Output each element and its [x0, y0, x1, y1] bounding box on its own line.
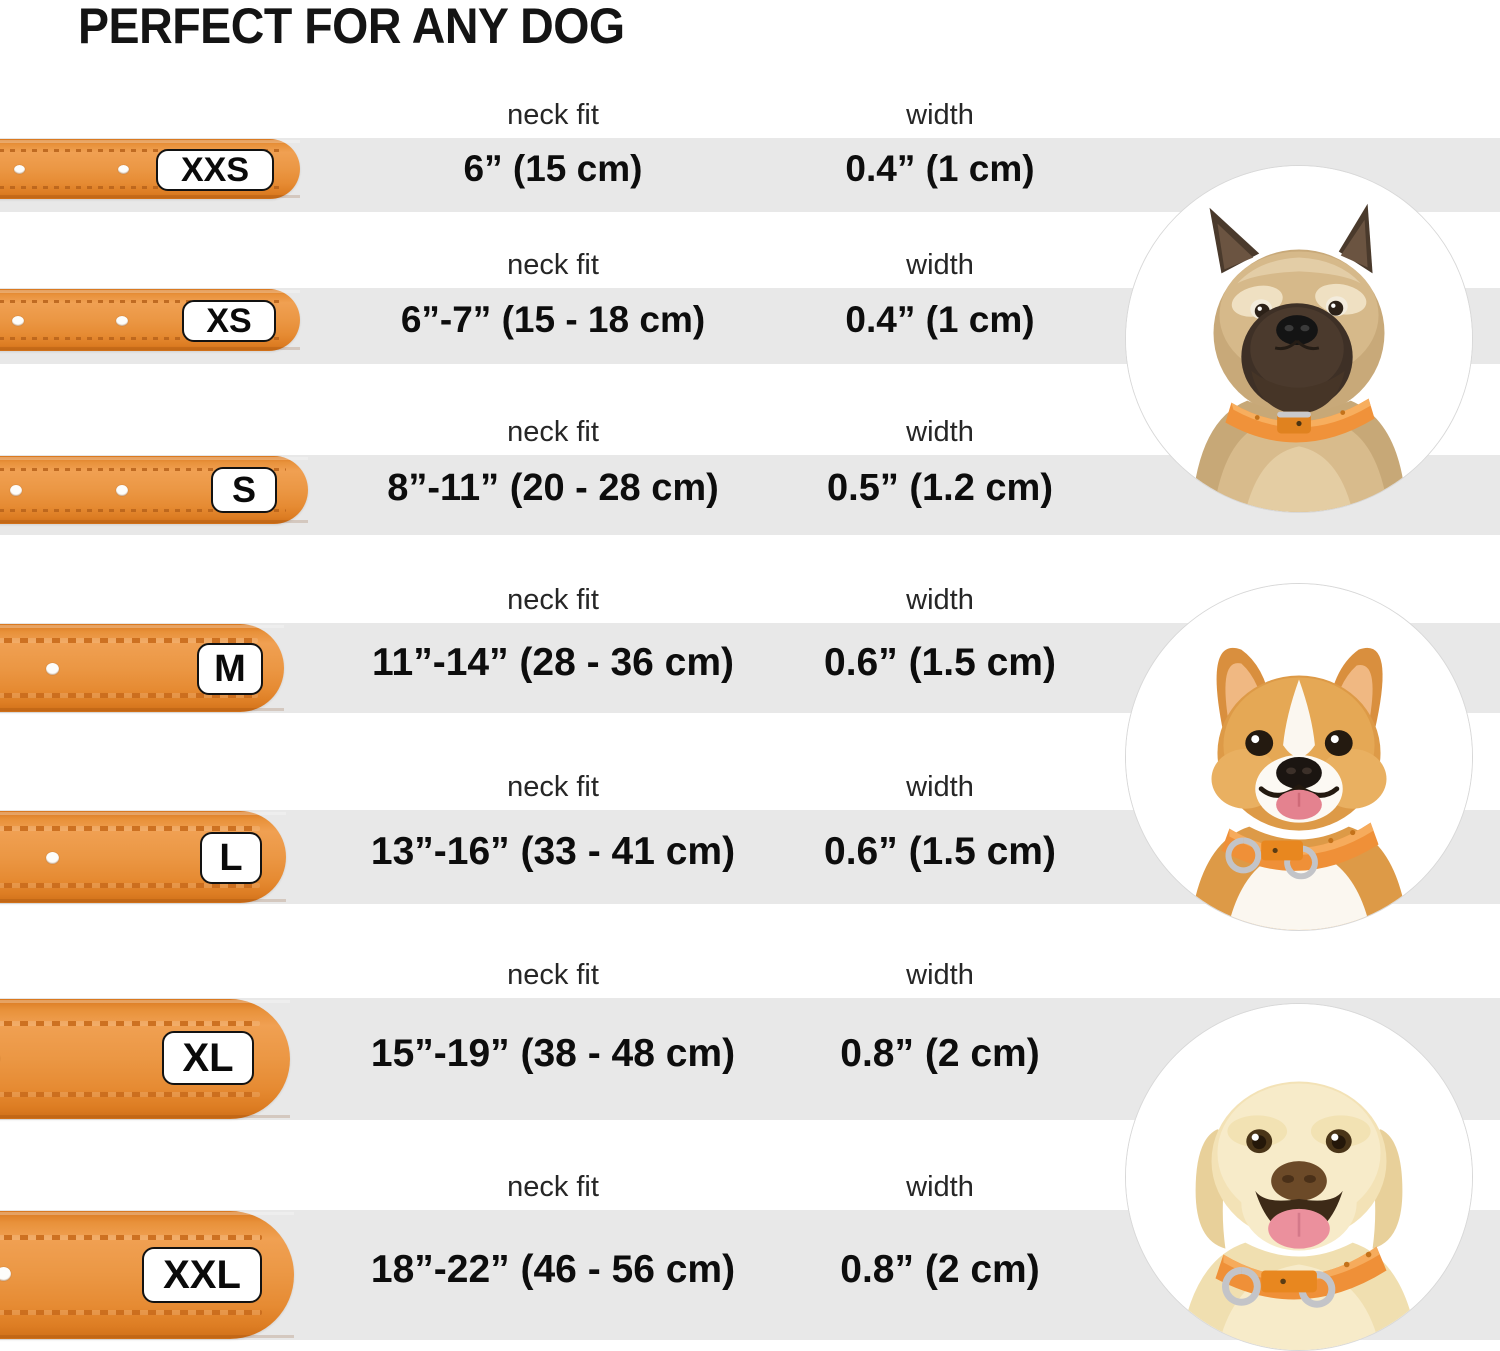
terrier-illustration [1126, 166, 1472, 512]
width-header: width [906, 1171, 974, 1203]
collar-strap: S [0, 456, 308, 524]
labrador-illustration [1126, 1004, 1472, 1350]
stitch-line-top [0, 149, 280, 152]
strap-edge-highlight [0, 1212, 294, 1215]
size-badge: M [197, 643, 263, 695]
width-value: 0.8” (2 cm) [840, 1032, 1040, 1075]
width-value: 0.4” (1 cm) [845, 299, 1035, 340]
collar-strap: XXL [0, 1211, 294, 1339]
width-header: width [906, 771, 974, 803]
collar-strap: XS [0, 289, 300, 351]
neck-fit-header: neck fit [507, 1171, 599, 1203]
width-header: width [906, 416, 974, 448]
stitch-line-top [0, 638, 258, 643]
strap-edge-highlight [0, 1000, 290, 1003]
collar-strap: M [0, 624, 284, 712]
stitch-line-top [0, 1021, 260, 1026]
neck-fit-value: 8”-11” (20 - 28 cm) [387, 467, 719, 509]
collar-strap: XL [0, 999, 290, 1119]
width-value: 0.6” (1.5 cm) [824, 830, 1056, 873]
width-value: 0.6” (1.5 cm) [824, 641, 1056, 684]
neck-fit-header: neck fit [507, 584, 599, 616]
neck-fit-value: 18”-22” (46 - 56 cm) [370, 1248, 736, 1291]
neck-fit-header: neck fit [507, 771, 599, 803]
size-badge: XS [182, 300, 276, 342]
collar-strap: XXS [0, 139, 300, 199]
dog-photo-terrier [1125, 165, 1473, 513]
neck-fit-header: neck fit [507, 99, 599, 131]
strap-hole [0, 1267, 11, 1281]
corgi-illustration [1126, 584, 1472, 930]
stitch-line-bottom [0, 509, 286, 512]
stitch-line-top [0, 468, 286, 471]
collar-strap: L [0, 811, 286, 903]
dog-photo-corgi [1125, 583, 1473, 931]
stitch-line-bottom [0, 337, 280, 340]
strap-edge-highlight [0, 457, 308, 460]
width-value: 0.5” (1.2 cm) [827, 467, 1053, 509]
neck-fit-value: 11”-14” (28 - 36 cm) [371, 641, 735, 684]
size-badge: XXL [142, 1247, 262, 1303]
strap-edge-shadow [0, 195, 300, 198]
width-header: width [906, 99, 974, 131]
strap-edge-shadow [0, 520, 308, 523]
strap-edge-highlight [0, 290, 300, 293]
dog-photo-labrador [1125, 1003, 1473, 1351]
neck-fit-header: neck fit [507, 249, 599, 281]
stitch-line-top [0, 826, 260, 831]
strap-edge-shadow [0, 899, 286, 902]
neck-fit-value: 13”-16” (33 - 41 cm) [370, 830, 736, 873]
neck-fit-value: 6” (15 cm) [463, 148, 643, 189]
neck-fit-value: 6”-7” (15 - 18 cm) [400, 299, 706, 340]
strap-hole [46, 852, 59, 864]
strap-hole [118, 165, 129, 174]
strap-edge-shadow [0, 1115, 290, 1118]
stitch-line-top [0, 1235, 262, 1240]
stitch-line-bottom [0, 1310, 262, 1315]
stitch-line-bottom [0, 186, 280, 189]
size-badge: XL [162, 1031, 254, 1085]
neck-fit-header: neck fit [507, 416, 599, 448]
width-value: 0.8” (2 cm) [840, 1248, 1040, 1291]
width-value: 0.4” (1 cm) [845, 148, 1035, 189]
strap-hole [46, 663, 59, 675]
neck-fit-value: 15”-19” (38 - 48 cm) [370, 1032, 736, 1075]
strap-edge-highlight [0, 812, 286, 815]
strap-hole [10, 485, 22, 496]
width-header: width [906, 959, 974, 991]
width-header: width [906, 249, 974, 281]
strap-edge-highlight [0, 625, 284, 628]
strap-hole [12, 316, 24, 326]
width-header: width [906, 584, 974, 616]
size-badge: S [211, 467, 277, 513]
strap-edge-shadow [0, 708, 284, 711]
stitch-line-top [0, 300, 280, 303]
page-title: PERFECT FOR ANY DOG [78, 0, 625, 54]
stitch-line-bottom [0, 693, 258, 698]
neck-fit-header: neck fit [507, 959, 599, 991]
strap-edge-shadow [0, 1335, 294, 1338]
size-badge: L [200, 832, 262, 884]
size-badge: XXS [156, 149, 274, 191]
stitch-line-bottom [0, 1092, 260, 1097]
strap-edge-highlight [0, 140, 300, 143]
strap-hole [116, 485, 128, 496]
strap-hole [14, 165, 25, 174]
strap-edge-shadow [0, 347, 300, 350]
strap-hole [116, 316, 128, 326]
stitch-line-bottom [0, 883, 260, 888]
